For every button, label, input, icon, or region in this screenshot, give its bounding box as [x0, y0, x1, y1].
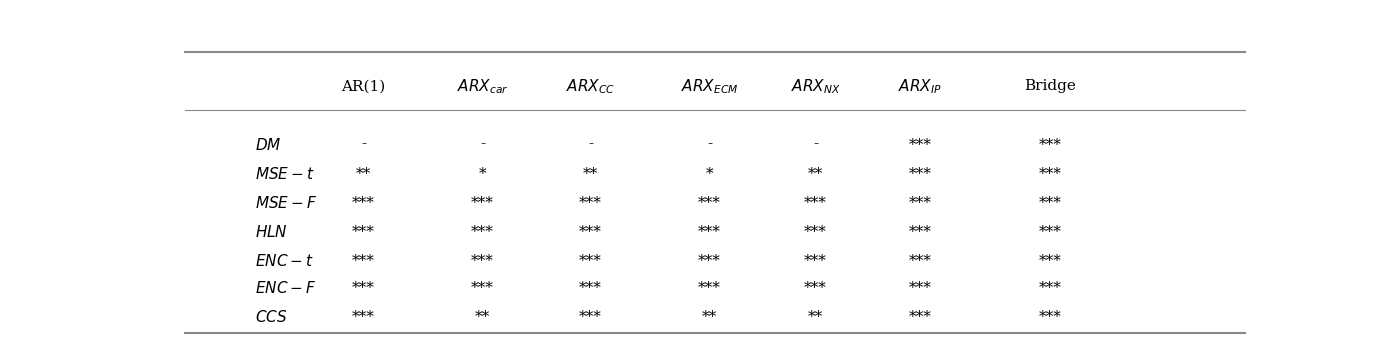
- Text: ***: ***: [472, 196, 494, 210]
- Text: ***: ***: [1039, 138, 1062, 152]
- Text: **: **: [356, 167, 371, 181]
- Text: ***: ***: [472, 225, 494, 239]
- Text: ***: ***: [352, 254, 375, 268]
- Text: ***: ***: [579, 310, 603, 324]
- Text: ***: ***: [1039, 281, 1062, 294]
- Text: $DM$: $DM$: [255, 137, 282, 153]
- Text: ***: ***: [579, 281, 603, 294]
- Text: $ARX_{car}$: $ARX_{car}$: [456, 77, 508, 96]
- Text: ***: ***: [352, 310, 375, 324]
- Text: ***: ***: [804, 254, 827, 268]
- Text: ***: ***: [698, 254, 721, 268]
- Text: ***: ***: [910, 281, 932, 294]
- Text: ***: ***: [804, 196, 827, 210]
- Text: ***: ***: [1039, 225, 1062, 239]
- Text: ***: ***: [579, 254, 603, 268]
- Text: **: **: [808, 167, 823, 181]
- Text: **: **: [583, 167, 598, 181]
- Text: ***: ***: [352, 225, 375, 239]
- Text: $ENC - t$: $ENC - t$: [255, 253, 314, 269]
- Text: -: -: [361, 138, 365, 152]
- Text: ***: ***: [1039, 167, 1062, 181]
- Text: AR(1): AR(1): [342, 79, 385, 93]
- Text: ***: ***: [698, 225, 721, 239]
- Text: -: -: [480, 138, 485, 152]
- Text: ***: ***: [472, 254, 494, 268]
- Text: *: *: [706, 167, 713, 181]
- Text: ***: ***: [579, 196, 603, 210]
- Text: ***: ***: [910, 310, 932, 324]
- Text: $ENC - F$: $ENC - F$: [255, 280, 317, 295]
- Text: ***: ***: [1039, 254, 1062, 268]
- Text: -: -: [589, 138, 593, 152]
- Text: **: **: [474, 310, 490, 324]
- Text: ***: ***: [698, 196, 721, 210]
- Text: ***: ***: [804, 281, 827, 294]
- Text: ***: ***: [472, 281, 494, 294]
- Text: $ARX_{CC}$: $ARX_{CC}$: [566, 77, 615, 96]
- Text: **: **: [808, 310, 823, 324]
- Text: $MSE - t$: $MSE - t$: [255, 166, 315, 182]
- Text: $CCS$: $CCS$: [255, 309, 287, 325]
- Text: Bridge: Bridge: [1024, 79, 1076, 93]
- Text: -: -: [813, 138, 817, 152]
- Text: **: **: [702, 310, 717, 324]
- Text: ***: ***: [1039, 196, 1062, 210]
- Text: ***: ***: [910, 254, 932, 268]
- Text: $HLN$: $HLN$: [255, 224, 289, 240]
- Text: ***: ***: [910, 196, 932, 210]
- Text: $ARX_{IP}$: $ARX_{IP}$: [898, 77, 942, 96]
- Text: -: -: [707, 138, 711, 152]
- Text: *: *: [478, 167, 487, 181]
- Text: $ARX_{NX}$: $ARX_{NX}$: [791, 77, 840, 96]
- Text: ***: ***: [579, 225, 603, 239]
- Text: ***: ***: [910, 138, 932, 152]
- Text: $ARX_{ECM}$: $ARX_{ECM}$: [681, 77, 738, 96]
- Text: ***: ***: [352, 196, 375, 210]
- Text: ***: ***: [1039, 310, 1062, 324]
- Text: ***: ***: [352, 281, 375, 294]
- Text: ***: ***: [804, 225, 827, 239]
- Text: ***: ***: [910, 167, 932, 181]
- Text: $MSE - F$: $MSE - F$: [255, 195, 318, 211]
- Text: ***: ***: [910, 225, 932, 239]
- Text: ***: ***: [698, 281, 721, 294]
